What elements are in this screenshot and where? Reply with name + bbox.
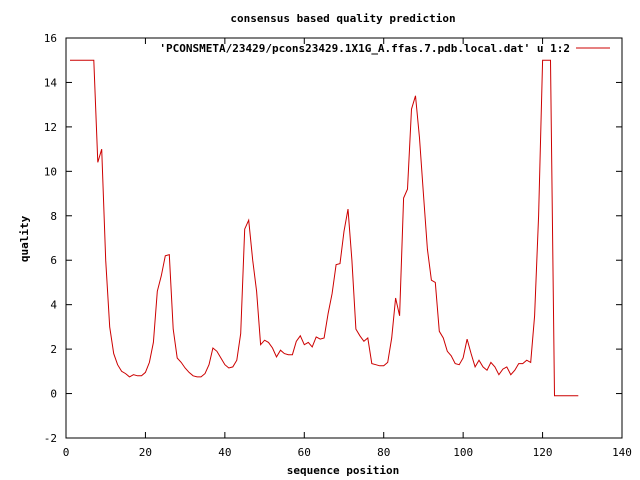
y-tick-label: 6 bbox=[50, 254, 57, 267]
y-tick-label: 4 bbox=[50, 299, 57, 312]
plot-frame bbox=[65, 37, 623, 439]
x-tick-label: 120 bbox=[533, 446, 553, 459]
y-tick-label: 2 bbox=[50, 343, 57, 356]
x-axis-label: sequence position bbox=[287, 464, 400, 477]
chart-title: consensus based quality prediction bbox=[230, 12, 455, 25]
y-tick-label: 0 bbox=[50, 388, 57, 401]
x-tick-label: 80 bbox=[377, 446, 390, 459]
y-tick-label: 8 bbox=[50, 210, 57, 223]
y-tick-label: 14 bbox=[44, 76, 58, 89]
x-tick-label: 40 bbox=[218, 446, 231, 459]
x-tick-label: 60 bbox=[298, 446, 311, 459]
y-tick-label: 16 bbox=[44, 32, 57, 45]
y-tick-label: 10 bbox=[44, 165, 57, 178]
x-tick-label: 140 bbox=[612, 446, 632, 459]
legend-label: 'PCONSMETA/23429/pcons23429.1X1G_A.ffas.… bbox=[159, 42, 570, 55]
y-tick-label: 12 bbox=[44, 121, 57, 134]
y-axis-label: quality bbox=[18, 215, 31, 262]
y-tick-label: -2 bbox=[44, 432, 57, 445]
x-tick-label: 100 bbox=[453, 446, 473, 459]
series-line bbox=[70, 59, 579, 397]
x-tick-label: 20 bbox=[139, 446, 152, 459]
legend: 'PCONSMETA/23429/pcons23429.1X1G_A.ffas.… bbox=[159, 42, 610, 55]
series-group bbox=[70, 59, 579, 397]
axis-ticks: 0 20 40 60 80 100 120 140 -2 0 2 4 6 8 10 12 14 16 bbox=[44, 32, 632, 459]
x-tick-label: 0 bbox=[63, 446, 70, 459]
